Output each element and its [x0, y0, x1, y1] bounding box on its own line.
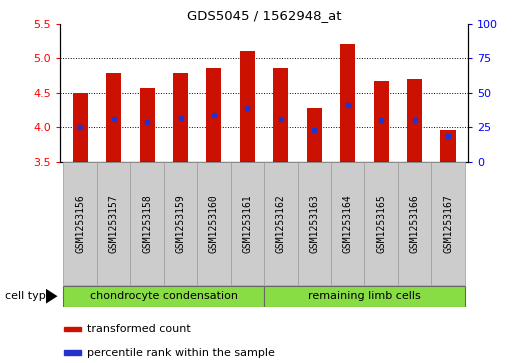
Text: GSM1253160: GSM1253160	[209, 194, 219, 253]
Text: cell type: cell type	[5, 291, 53, 301]
Bar	[231, 162, 264, 285]
Text: GSM1253159: GSM1253159	[176, 194, 186, 253]
Title: GDS5045 / 1562948_at: GDS5045 / 1562948_at	[187, 9, 342, 23]
Text: GSM1253161: GSM1253161	[242, 194, 253, 253]
Bar	[97, 162, 130, 285]
Bar	[130, 162, 164, 285]
Bar	[264, 286, 465, 307]
Bar	[331, 162, 365, 285]
Bar	[365, 162, 398, 285]
Text: GSM1253162: GSM1253162	[276, 194, 286, 253]
Text: transformed count: transformed count	[87, 324, 190, 334]
Bar	[64, 350, 81, 355]
Bar	[431, 162, 465, 285]
Bar	[373, 81, 389, 162]
Bar	[264, 162, 298, 285]
Bar	[63, 286, 264, 307]
Bar	[64, 327, 81, 331]
Text: remaining limb cells: remaining limb cells	[308, 291, 421, 301]
Bar	[63, 162, 97, 285]
Text: chondrocyte condensation: chondrocyte condensation	[90, 291, 238, 301]
Bar	[197, 162, 231, 285]
Bar	[398, 162, 431, 285]
Bar	[240, 51, 255, 162]
Text: GSM1253157: GSM1253157	[109, 194, 119, 253]
Bar	[298, 162, 331, 285]
Polygon shape	[46, 289, 58, 303]
Bar	[207, 68, 221, 162]
Text: GSM1253164: GSM1253164	[343, 194, 353, 253]
Bar	[307, 109, 322, 162]
Bar	[173, 73, 188, 162]
Bar	[274, 68, 288, 162]
Bar	[140, 89, 155, 162]
Text: GSM1253166: GSM1253166	[410, 194, 419, 253]
Text: percentile rank within the sample: percentile rank within the sample	[87, 347, 275, 358]
Text: GSM1253167: GSM1253167	[443, 194, 453, 253]
Text: GSM1253163: GSM1253163	[309, 194, 319, 253]
Bar	[106, 73, 121, 162]
Text: GSM1253156: GSM1253156	[75, 194, 85, 253]
Bar	[73, 93, 88, 162]
Bar	[164, 162, 197, 285]
Bar	[440, 130, 456, 162]
Bar	[340, 44, 355, 162]
Text: GSM1253158: GSM1253158	[142, 194, 152, 253]
Text: GSM1253165: GSM1253165	[376, 194, 386, 253]
Bar	[407, 79, 422, 162]
